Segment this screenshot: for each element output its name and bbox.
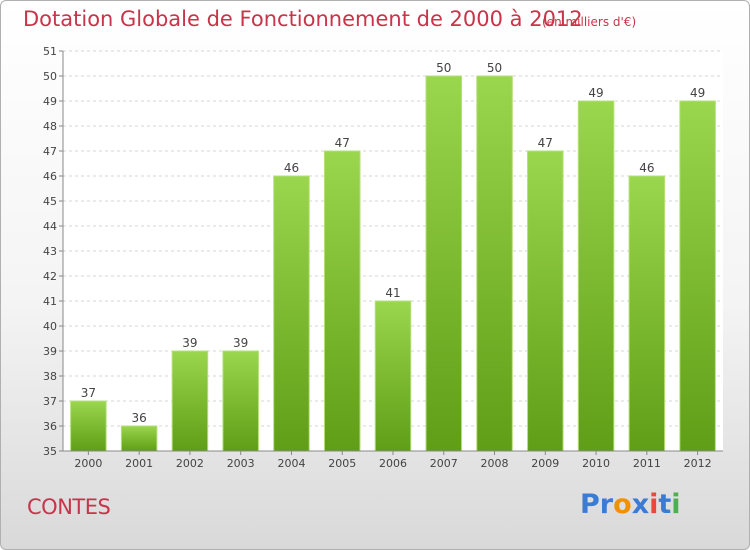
x-tick-label: 2007	[430, 457, 458, 470]
x-tick-label: 2000	[74, 457, 102, 470]
y-tick-label: 40	[43, 320, 57, 333]
y-tick-label: 43	[43, 245, 57, 258]
data-label: 39	[182, 336, 197, 350]
data-label: 46	[639, 161, 654, 175]
y-tick-label: 42	[43, 270, 57, 283]
y-tick-label: 49	[43, 95, 57, 108]
y-tick-label: 48	[43, 120, 57, 133]
x-tick-label: 2008	[481, 457, 509, 470]
data-label: 47	[335, 136, 350, 150]
bar-2003[interactable]	[222, 350, 259, 452]
y-tick-label: 46	[43, 170, 57, 183]
data-label: 37	[81, 386, 96, 400]
bar-2002[interactable]	[171, 350, 209, 452]
bar-2008[interactable]	[476, 75, 513, 452]
logo-letter: i	[649, 489, 659, 520]
y-tick-label: 38	[43, 370, 57, 383]
town-name: CONTES	[27, 495, 111, 519]
bars: 37 36 39 39 46 47 41 50 50 47 49 46 49	[70, 61, 716, 452]
data-label: 41	[385, 286, 400, 300]
data-label: 50	[487, 61, 502, 75]
bar-2011[interactable]	[628, 175, 666, 452]
logo-letter: P	[580, 489, 600, 520]
y-tick-label: 39	[43, 345, 57, 358]
logo-letter: t	[658, 489, 672, 520]
data-label: 46	[284, 161, 299, 175]
x-tick-label: 2005	[328, 457, 356, 470]
logo-letter: x	[631, 489, 650, 520]
y-tick-label: 37	[43, 395, 57, 408]
data-label: 49	[588, 86, 603, 100]
x-tick-label: 2010	[582, 457, 610, 470]
bar-2006[interactable]	[374, 300, 412, 452]
proxiti-logo[interactable]: Proxiti	[580, 489, 681, 520]
x-tick-label: 2006	[379, 457, 407, 470]
y-tick-label: 41	[43, 295, 57, 308]
y-tick-label: 44	[43, 220, 57, 233]
logo-letter: r	[599, 489, 614, 520]
bar-2009[interactable]	[527, 150, 564, 452]
x-tick-label: 2009	[531, 457, 559, 470]
x-tick-label: 2011	[633, 457, 661, 470]
bar-2010[interactable]	[577, 100, 615, 452]
data-label: 36	[132, 411, 147, 425]
x-tick-label: 2003	[227, 457, 255, 470]
logo-letter: i	[671, 489, 681, 520]
bar-2001[interactable]	[120, 425, 158, 452]
chart-unit: (en milliers d'€)	[542, 15, 637, 29]
axes: 35 36 37 38 39 40 41 42 43 44 45 46 47 48 49 50 51 2000 20…	[43, 45, 723, 470]
logo-letter: o	[613, 489, 632, 520]
data-label: 39	[233, 336, 248, 350]
x-tick-label: 2012	[684, 457, 712, 470]
y-tick-label: 47	[43, 145, 57, 158]
bar-2012[interactable]	[679, 100, 716, 452]
chart-title: Dotation Globale de Fonctionnement de 20…	[23, 7, 583, 31]
bar-2000[interactable]	[70, 400, 107, 452]
y-tick-label: 50	[43, 70, 57, 83]
y-tick-label: 51	[43, 45, 57, 58]
data-label: 47	[538, 136, 553, 150]
bar-2005[interactable]	[323, 150, 361, 452]
x-tick-label: 2001	[125, 457, 153, 470]
y-tick-label: 36	[43, 420, 57, 433]
bar-2007[interactable]	[425, 75, 463, 452]
y-tick-label: 35	[43, 445, 57, 458]
data-label: 49	[690, 86, 705, 100]
bar-2004[interactable]	[273, 175, 310, 452]
data-label: 50	[436, 61, 451, 75]
y-tick-label: 45	[43, 195, 57, 208]
x-tick-label: 2004	[277, 457, 305, 470]
x-tick-label: 2002	[176, 457, 204, 470]
